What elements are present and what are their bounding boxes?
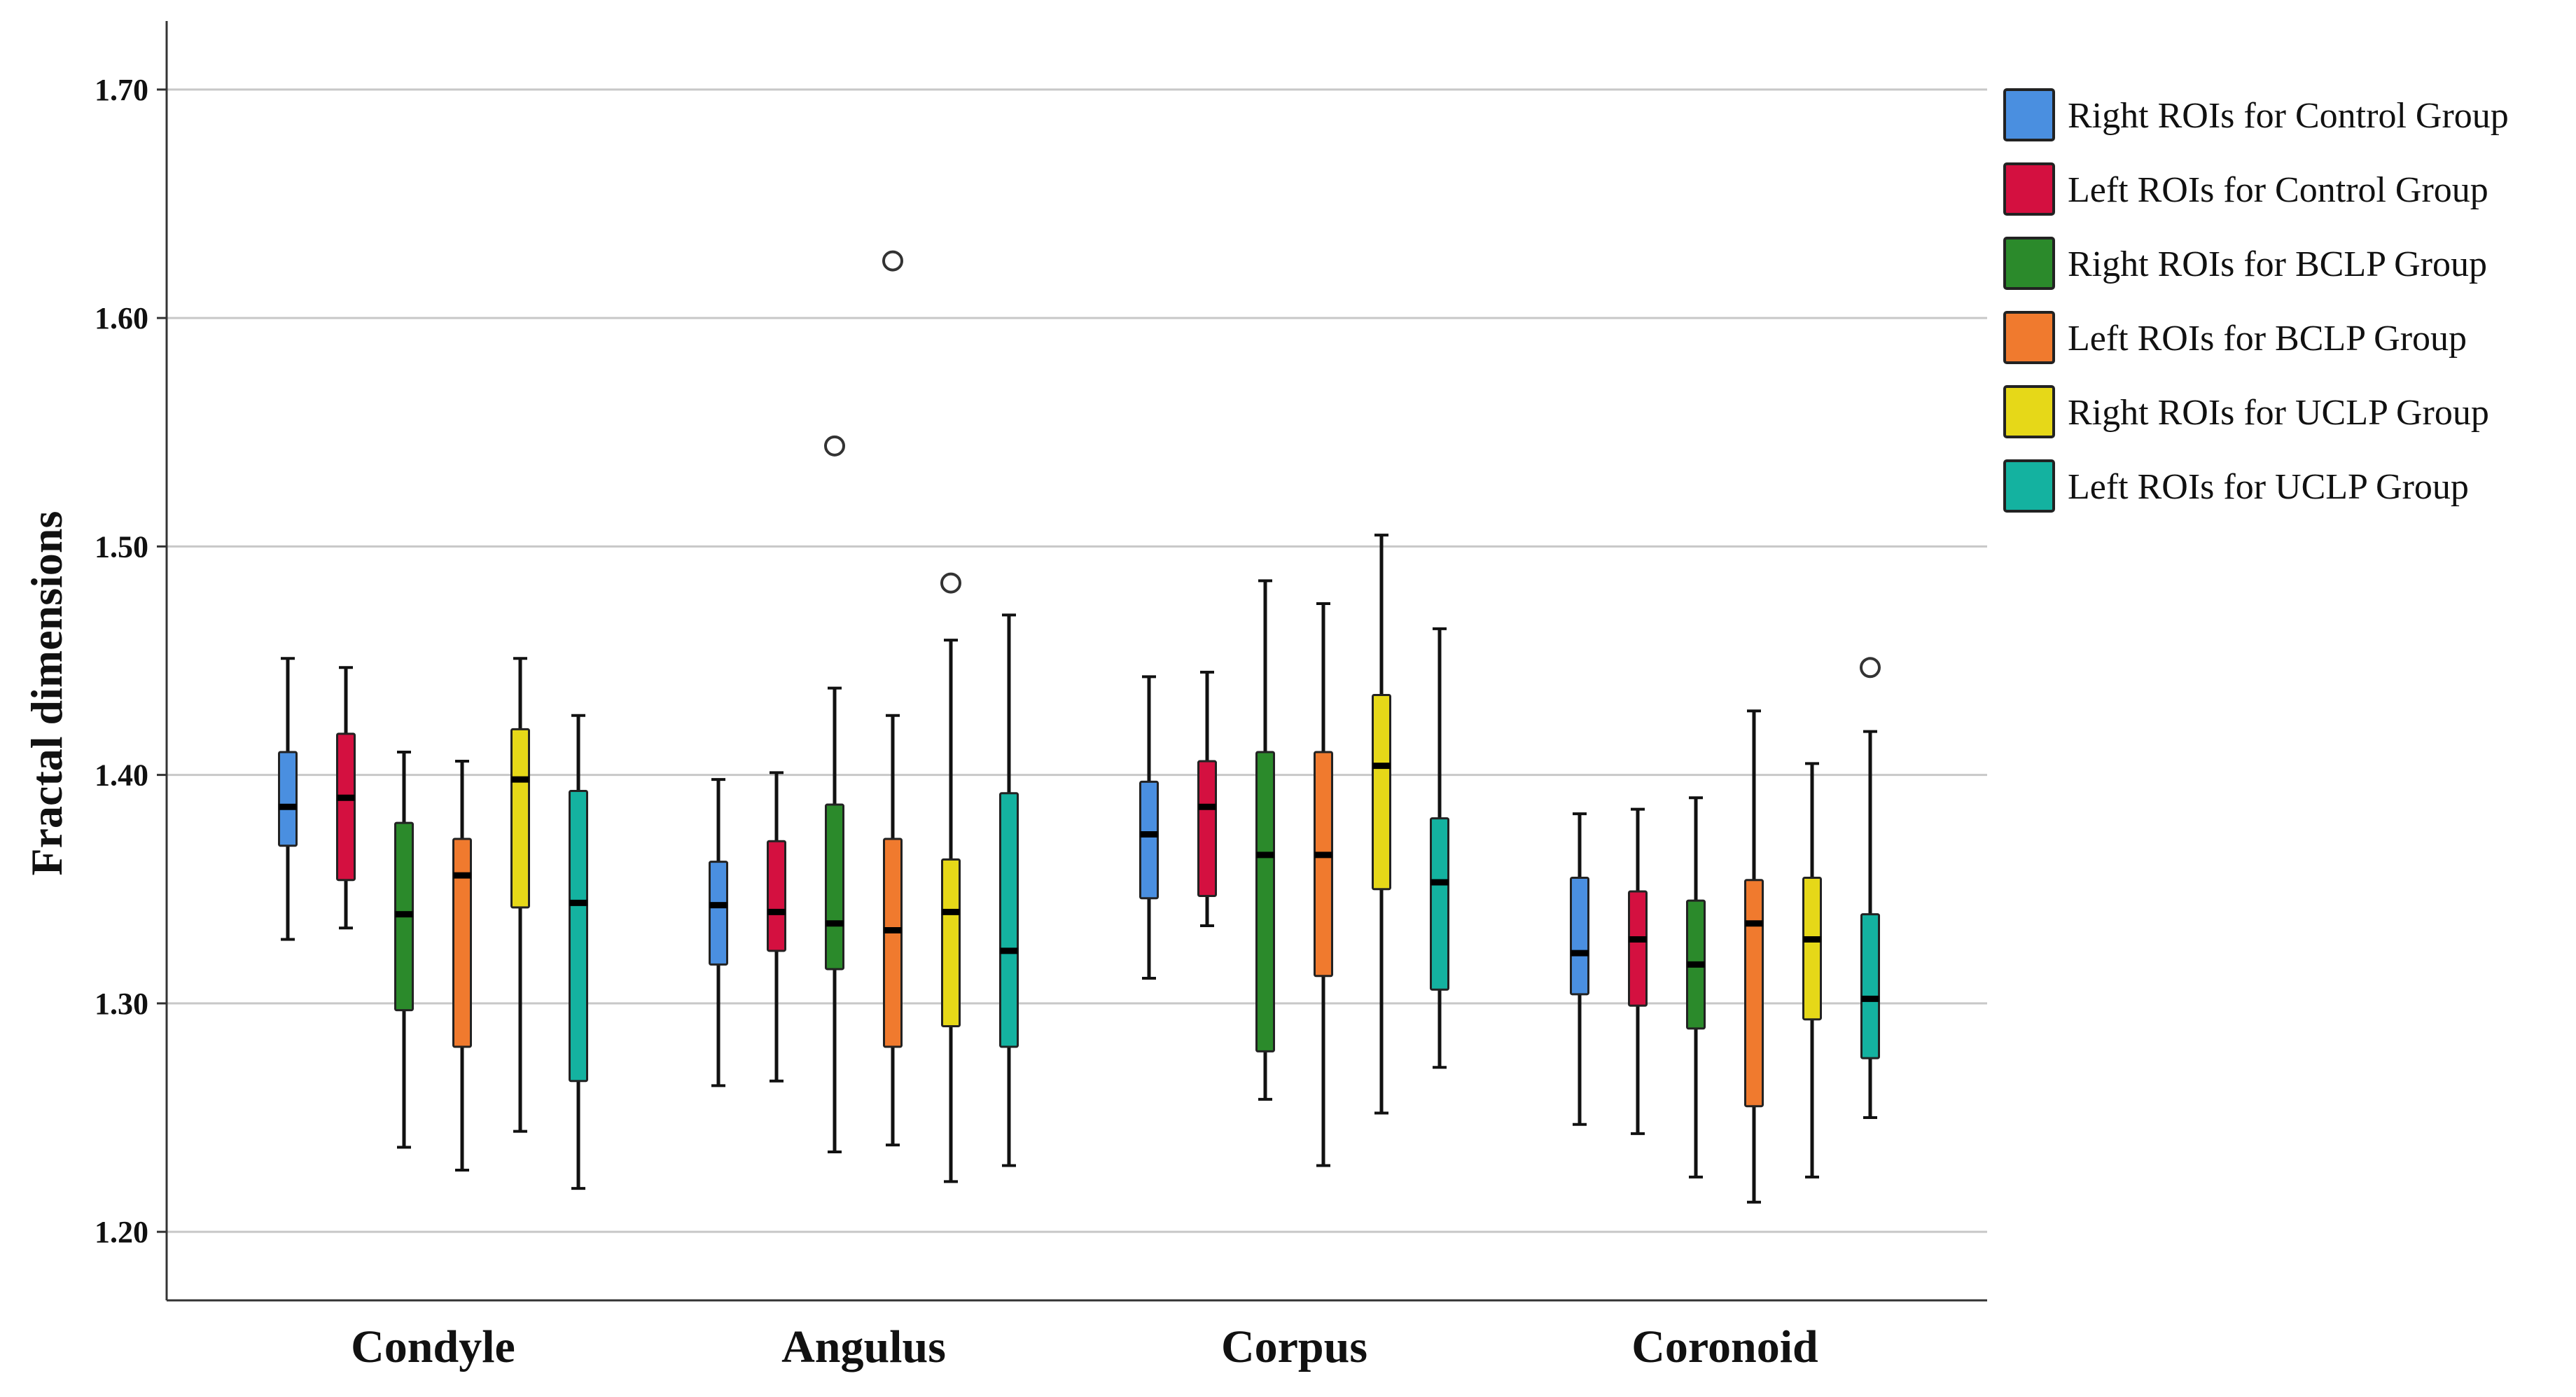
legend-label: Right ROIs for UCLP Group [2068, 393, 2489, 433]
legend-label: Left ROIs for UCLP Group [2068, 467, 2469, 507]
iqr-box [709, 861, 728, 966]
box-corpus-3 [1255, 579, 1275, 1101]
outlier-point [824, 435, 845, 457]
y-tick-label: 1.70 [95, 73, 148, 107]
y-tick-label: 1.50 [95, 529, 148, 564]
iqr-box [336, 732, 356, 882]
legend-swatch [2003, 237, 2055, 290]
y-tick-label: 1.40 [95, 758, 148, 793]
box-condyle-6 [569, 714, 588, 1190]
box-angulus-4 [882, 250, 903, 1147]
legend-item: Left ROIs for Control Group [2003, 162, 2488, 216]
iqr-box [569, 789, 588, 1083]
legend-swatch [2003, 311, 2055, 364]
iqr-box [1628, 890, 1648, 1007]
iqr-box [1372, 693, 1391, 891]
box-coronoid-4 [1744, 709, 1764, 1204]
legend-swatch [2003, 88, 2055, 141]
box-corpus-1 [1139, 675, 1159, 980]
box-angulus-3 [824, 435, 845, 1153]
iqr-box [941, 858, 961, 1028]
legend-item: Left ROIs for BCLP Group [2003, 311, 2467, 364]
box-coronoid-2 [1628, 807, 1648, 1135]
box-corpus-5 [1372, 534, 1391, 1115]
box-angulus-2 [767, 771, 786, 1083]
box-angulus-1 [709, 778, 728, 1087]
gridlines [167, 88, 1987, 1233]
iqr-box [1430, 817, 1449, 991]
iqr-box [278, 751, 298, 847]
box-condyle-3 [394, 751, 414, 1149]
iqr-box [1802, 876, 1822, 1021]
iqr-box [1570, 876, 1589, 996]
box-coronoid-5 [1802, 762, 1822, 1179]
box-corpus-4 [1314, 602, 1333, 1167]
category-labels: Condyle Angulus Corpus Coronoid [351, 1321, 1818, 1372]
box-corpus-2 [1197, 670, 1217, 927]
iqr-box [825, 803, 844, 971]
category-label: Angulus [781, 1321, 946, 1372]
legend-item: Right ROIs for BCLP Group [2003, 237, 2487, 290]
legend-label: Left ROIs for BCLP Group [2068, 319, 2467, 359]
iqr-box [510, 728, 530, 909]
box-corpus-6 [1430, 627, 1449, 1069]
axes [157, 21, 1987, 1302]
box-coronoid-6 [1860, 657, 1881, 1119]
iqr-box [452, 837, 472, 1048]
y-axis-label: Fractal dimensions [22, 511, 71, 876]
category-label: Condyle [351, 1321, 515, 1372]
category-label: Coronoid [1631, 1321, 1818, 1372]
iqr-box [767, 840, 786, 952]
box-condyle-2 [336, 666, 356, 930]
box-condyle-4 [452, 760, 472, 1172]
box-angulus-6 [999, 613, 1019, 1167]
y-tick-label: 1.30 [95, 987, 148, 1021]
iqr-box [1314, 751, 1333, 978]
y-tick-labels: 1.20 1.30 1.40 1.50 1.60 1.70 [95, 73, 148, 1249]
iqr-box [1860, 913, 1880, 1059]
box-condyle-5 [510, 657, 530, 1133]
outlier-point [1860, 657, 1881, 679]
iqr-box [1139, 780, 1159, 900]
iqr-box [1197, 760, 1217, 898]
legend-swatch [2003, 459, 2055, 513]
legend-swatch [2003, 385, 2055, 438]
boxplots [278, 250, 1881, 1204]
box-condyle-1 [278, 657, 298, 941]
legend-item: Left ROIs for UCLP Group [2003, 459, 2469, 513]
legend-label: Right ROIs for BCLP Group [2068, 244, 2487, 284]
legend-item: Right ROIs for UCLP Group [2003, 385, 2489, 438]
iqr-box [883, 837, 903, 1048]
iqr-box [1255, 751, 1275, 1052]
iqr-box [1744, 879, 1764, 1108]
box-coronoid-1 [1570, 812, 1589, 1126]
box-angulus-5 [940, 572, 961, 1183]
legend-label: Left ROIs for Control Group [2068, 170, 2488, 210]
y-tick-label: 1.20 [95, 1215, 148, 1249]
legend-label: Right ROIs for Control Group [2068, 96, 2509, 136]
y-tick-label: 1.60 [95, 301, 148, 335]
box-coronoid-3 [1686, 796, 1706, 1179]
outlier-point [882, 250, 903, 272]
legend: Right ROIs for Control Group Left ROIs fo… [2003, 88, 2509, 513]
iqr-box [999, 792, 1019, 1048]
legend-item: Right ROIs for Control Group [2003, 88, 2509, 141]
outlier-point [940, 572, 961, 594]
category-label: Corpus [1221, 1321, 1367, 1372]
legend-swatch [2003, 162, 2055, 216]
